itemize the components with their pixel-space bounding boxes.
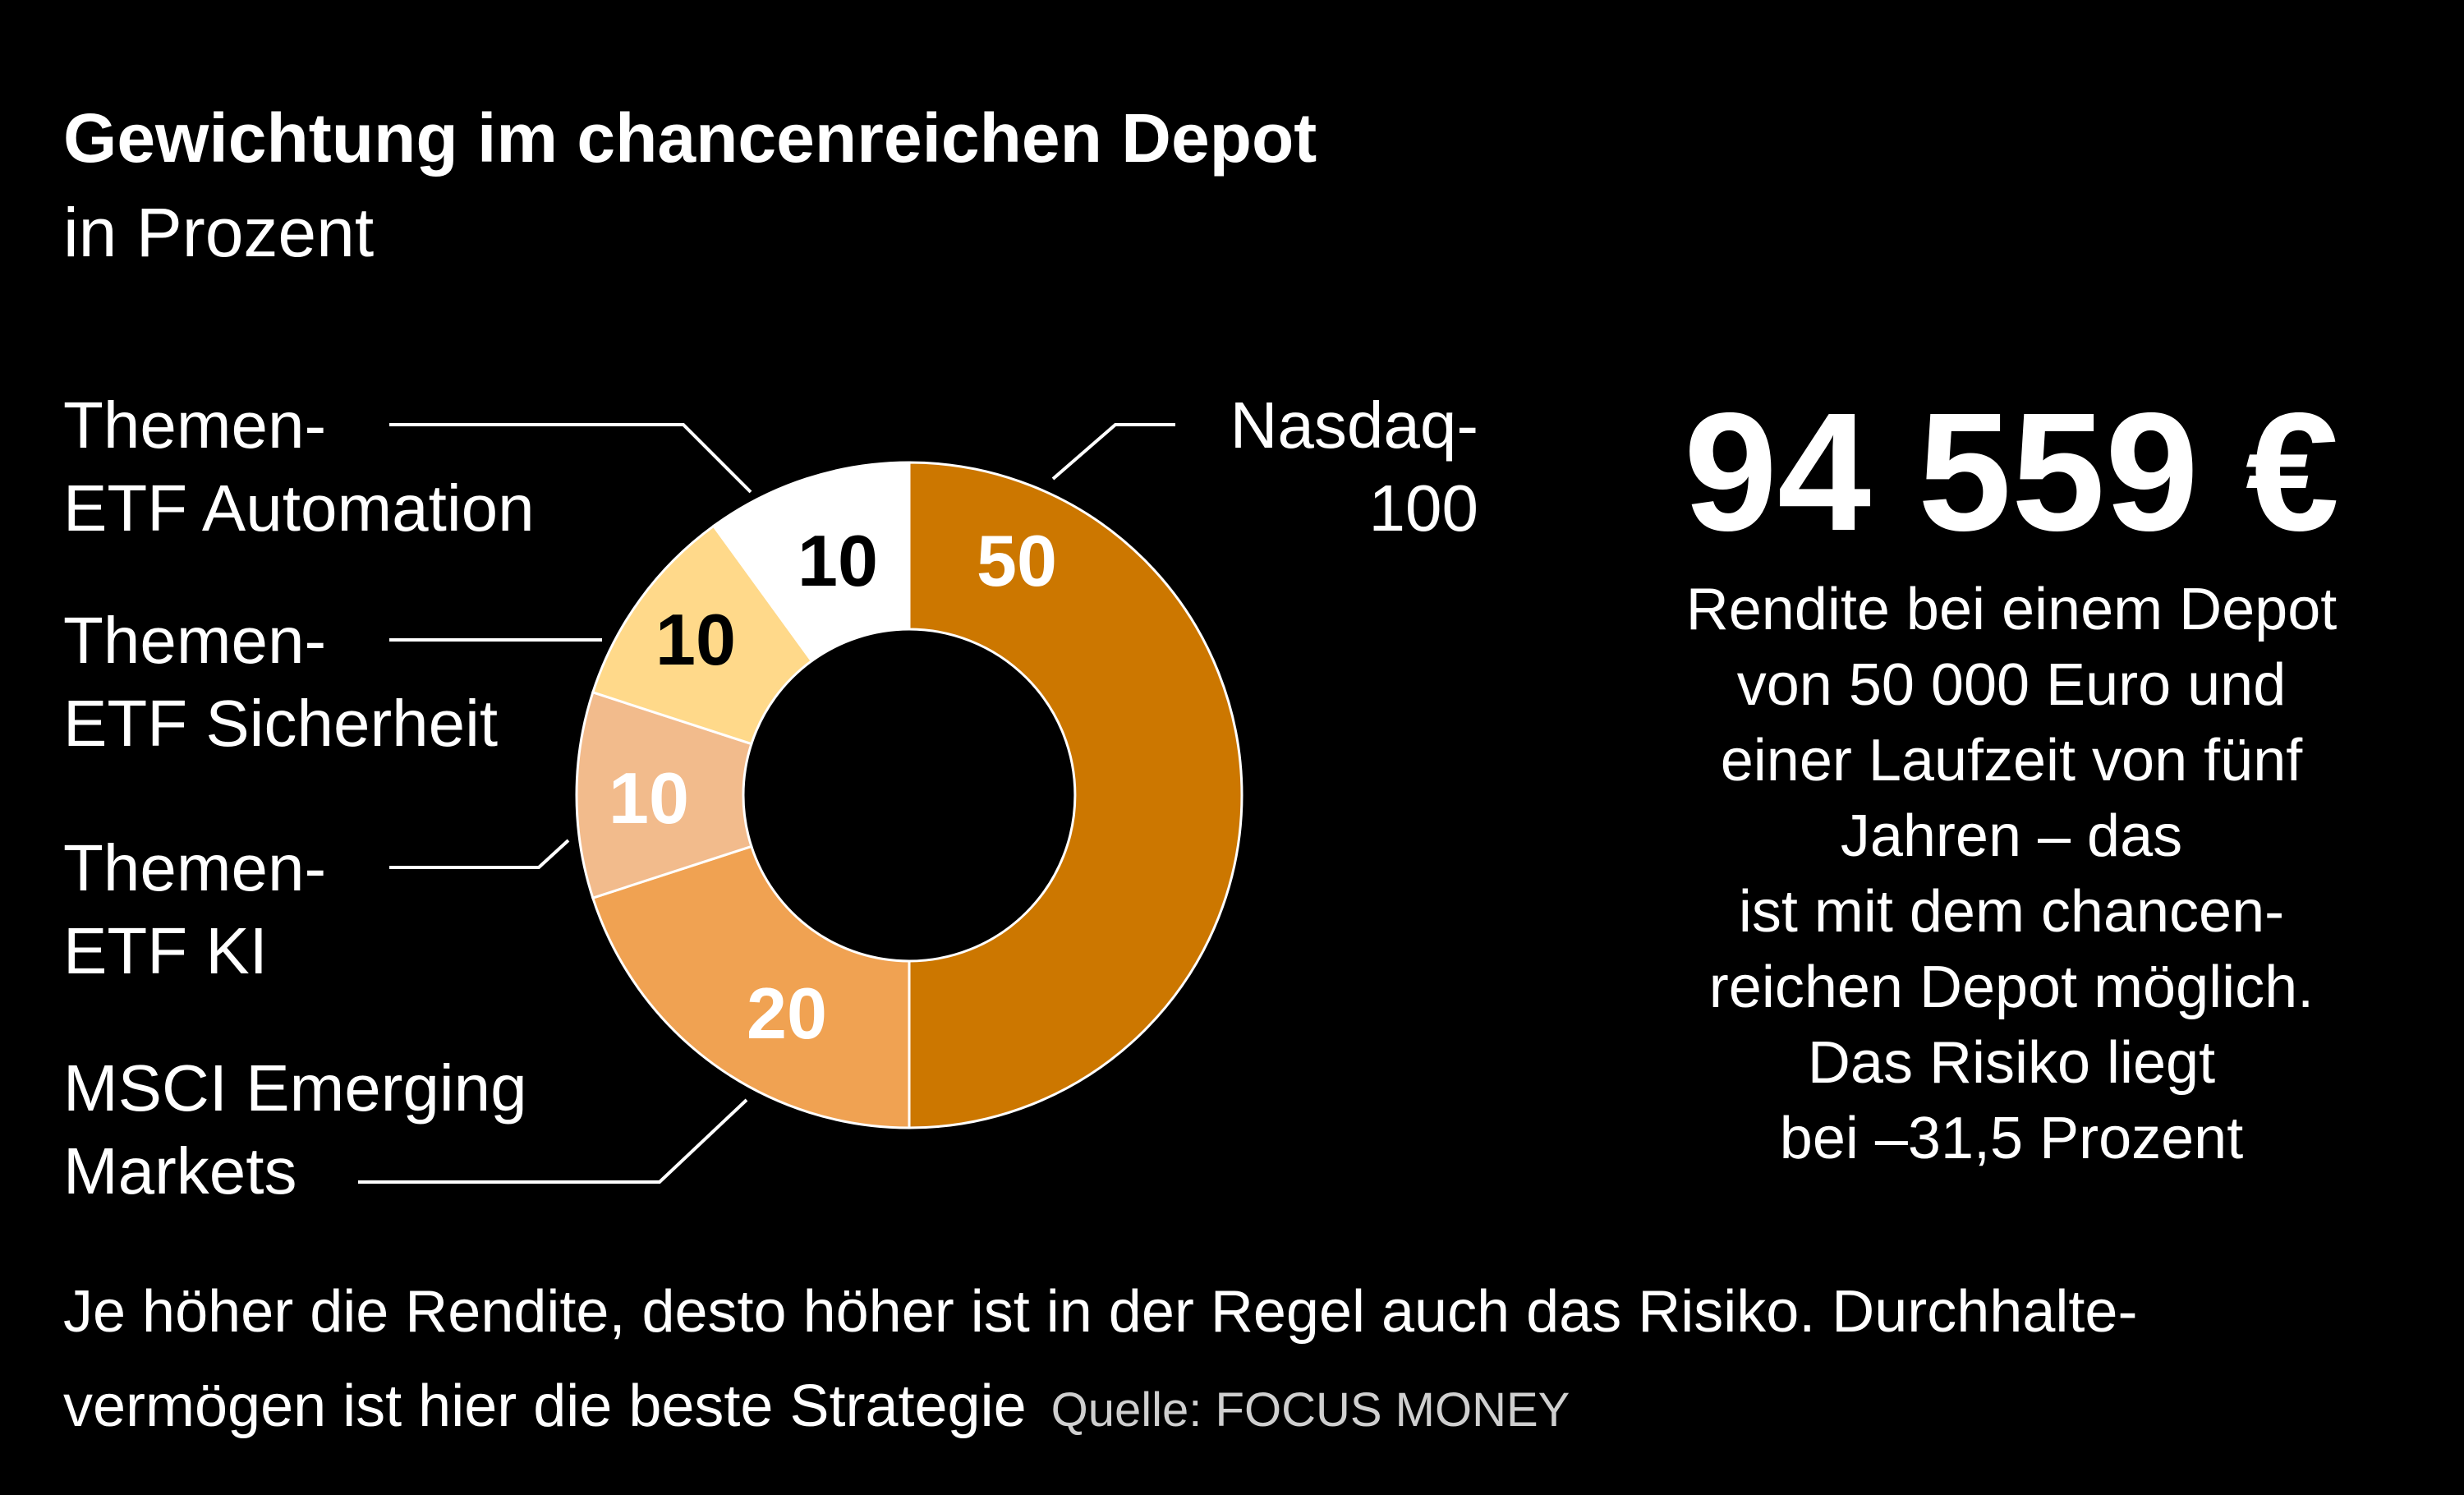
description-line: einer Laufzeit von fünf (1720, 728, 2303, 794)
footer-note: Je höher die Rendite, desto höher ist in… (63, 1265, 2137, 1457)
label-line: ETF Automation (63, 472, 535, 545)
description-line: von 50 000 Euro und (1736, 652, 2287, 718)
donut-slice-nasdaq-100 (908, 461, 1243, 1129)
description-line: ist mit dem chancen- (1738, 879, 2285, 945)
return-description: Rendite bei einem Depot von 50 000 Euro … (1642, 572, 2381, 1176)
value-label-ki: 10 (609, 757, 689, 839)
category-label-automation: Themen- ETF Automation (63, 384, 535, 550)
category-label-ki: Themen- ETF KI (63, 826, 326, 992)
donut-slice-themen-etf-sicherheit (591, 524, 814, 746)
value-label-sicherheit: 10 (655, 599, 736, 680)
leader-line-ki (389, 839, 570, 869)
value-label-msci: 20 (747, 973, 827, 1054)
footer-line-2: vermögen ist hier die beste Strategie Que… (63, 1359, 2137, 1457)
footer-line-2-text: vermögen ist hier die beste Strategie (63, 1373, 1027, 1439)
chart-title: Gewichtung im chancenreichen Depot (63, 99, 1317, 177)
description-line: Rendite bei einem Depot (1685, 577, 2338, 642)
footer-line-1: Je höher die Rendite, desto höher ist in… (63, 1279, 2138, 1345)
description-line: bei –31,5 Prozent (1779, 1106, 2244, 1171)
category-label-nasdaq: Nasdaq-100 (1230, 389, 1478, 545)
label-line: Themen- (63, 831, 327, 904)
chart-subtitle: in Prozent (63, 194, 375, 271)
label-line: Markets (63, 1134, 297, 1208)
donut-slice-themen-etf-automation (711, 461, 911, 663)
category-label-sicherheit: Themen- ETF Sicherheit (63, 599, 498, 765)
source-credit: Quelle: FOCUS MONEY (1050, 1383, 1570, 1437)
label-line: Themen- (63, 389, 327, 462)
description-line: Das Risiko liegt (1807, 1030, 2216, 1096)
description-line: reichen Depot möglich. (1708, 954, 2315, 1020)
value-label-nasdaq: 50 (977, 520, 1057, 601)
return-amount: 94 559 € (1684, 378, 2339, 566)
label-line: ETF KI (63, 914, 268, 987)
category-label-msci: MSCI Emerging Markets (63, 1046, 527, 1212)
leader-line-automation (389, 423, 752, 494)
leader-line-nasdaq (1051, 423, 1175, 481)
donut-slice-themen-etf-ki (575, 690, 753, 900)
label-line: Themen- (63, 604, 327, 677)
value-label-automation: 10 (798, 520, 878, 601)
description-line: Jahren – das (1840, 803, 2183, 869)
label-line: MSCI Emerging (63, 1051, 527, 1125)
label-line: ETF Sicherheit (63, 687, 499, 760)
leader-line-msci (358, 1098, 748, 1184)
donut-slice-msci-emerging-markets (591, 844, 911, 1129)
